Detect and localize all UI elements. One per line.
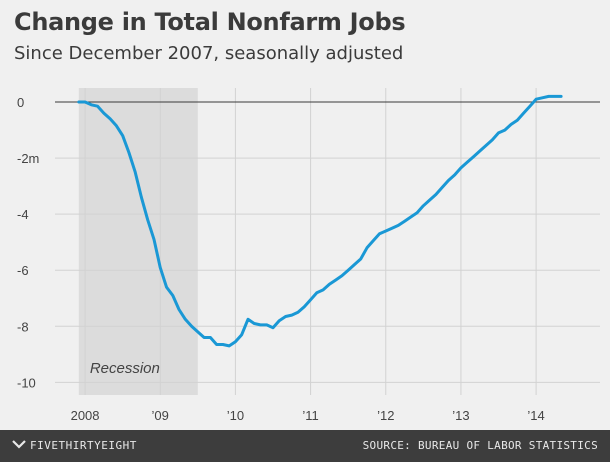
footer-bar: FIVETHIRTYEIGHT SOURCE: BUREAU OF LABOR …: [0, 430, 610, 462]
chart-title: Change in Total Nonfarm Jobs: [14, 8, 406, 36]
x-tick-label: ’13: [452, 408, 469, 423]
chart: 0 -2m -4 -6 -8 -10 2008 ’09 ’10 ’11 ’12 ’13 ’14 Reces…: [17, 88, 600, 423]
y-tick-label: -4: [17, 207, 29, 222]
y-tick-label: -8: [17, 319, 29, 334]
brand-name: FIVETHIRTYEIGHT: [30, 439, 137, 452]
y-tick-label: -10: [17, 375, 36, 390]
x-tick-label: 2008: [71, 408, 100, 423]
x-tick-label: ’11: [302, 408, 318, 423]
y-tick-label: -6: [17, 263, 29, 278]
y-tick-label: -2m: [17, 151, 39, 166]
recession-label: Recession: [90, 360, 160, 377]
y-tick-label: 0: [17, 95, 24, 110]
source-credit: SOURCE: BUREAU OF LABOR STATISTICS: [362, 439, 598, 452]
x-tick-label: ’12: [377, 408, 394, 423]
brand: FIVETHIRTYEIGHT: [12, 439, 137, 452]
x-tick-label: ’09: [152, 408, 169, 423]
fivethirtyeight-logo-icon: [12, 440, 26, 449]
series-line-total-nonfarm-jobs: [77, 94, 563, 348]
recession-shading: [78, 88, 198, 395]
chart-subtitle: Since December 2007, seasonally adjusted: [14, 43, 404, 64]
x-tick-label: ’14: [527, 408, 544, 423]
x-tick-label: ’10: [227, 408, 244, 423]
